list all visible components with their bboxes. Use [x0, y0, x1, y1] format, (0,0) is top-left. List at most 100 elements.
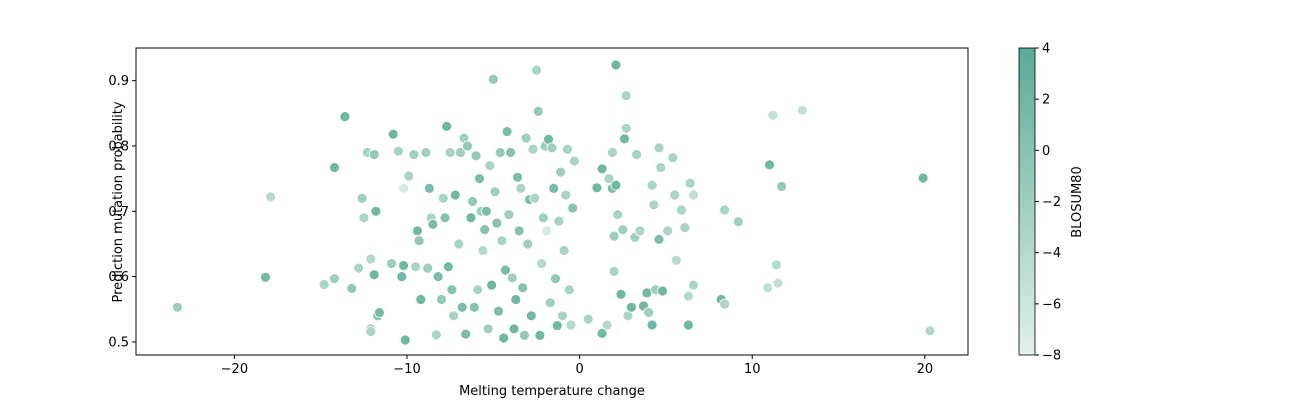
- data-point: [510, 294, 522, 305]
- data-point: [662, 225, 674, 237]
- data-point: [353, 262, 365, 274]
- data-point: [461, 140, 473, 152]
- data-point: [171, 301, 183, 313]
- data-point: [517, 282, 529, 294]
- data-point: [667, 152, 679, 164]
- data-point: [626, 301, 637, 313]
- data-point: [265, 191, 277, 203]
- data-point: [472, 284, 484, 296]
- colorbar-axis: −8 −6 −4 −2 0 2 4: [1035, 42, 1061, 364]
- data-point: [558, 245, 570, 256]
- y-tick-label: 0.8: [108, 139, 129, 154]
- data-point: [413, 235, 425, 247]
- data-point: [610, 179, 622, 191]
- data-point: [387, 128, 399, 140]
- colorbar-tick-label: −2: [1042, 195, 1061, 210]
- data-point: [617, 224, 629, 236]
- data-point: [555, 166, 566, 178]
- data-point: [436, 294, 447, 305]
- data-point: [460, 328, 472, 340]
- data-point: [486, 279, 498, 291]
- data-point: [608, 230, 620, 242]
- data-point: [525, 310, 537, 322]
- data-point: [643, 307, 655, 318]
- data-point: [679, 222, 691, 234]
- data-point: [398, 182, 410, 194]
- data-point: [607, 147, 618, 158]
- x-tick-label: −10: [393, 362, 420, 377]
- data-point: [536, 258, 547, 270]
- data-point: [615, 288, 627, 300]
- data-point: [329, 273, 340, 285]
- data-point: [719, 298, 730, 310]
- data-point: [439, 212, 451, 224]
- data-point: [653, 142, 665, 154]
- data-point: [562, 143, 573, 155]
- colorbar-tick-label: 4: [1042, 42, 1050, 57]
- data-point: [496, 235, 508, 247]
- data-point: [477, 245, 489, 256]
- data-point: [470, 150, 482, 162]
- data-point: [733, 216, 744, 228]
- data-point: [346, 282, 358, 294]
- x-tick-label: −20: [221, 362, 248, 377]
- data-point: [455, 147, 466, 158]
- data-point: [446, 284, 458, 296]
- colorbar: [1018, 47, 1036, 356]
- data-point: [396, 271, 408, 283]
- data-point: [448, 310, 460, 322]
- colorbar-tick-label: −4: [1042, 246, 1061, 261]
- data-point: [373, 307, 385, 318]
- data-point: [688, 189, 699, 201]
- x-axis-label: Melting temperature change: [459, 384, 645, 399]
- y-tick-label: 0.5: [108, 335, 129, 350]
- y-tick-label: 0.6: [108, 270, 129, 285]
- data-point: [541, 225, 553, 237]
- data-point: [484, 160, 496, 172]
- data-point: [408, 149, 420, 160]
- data-point: [529, 192, 541, 204]
- data-point: [415, 294, 427, 305]
- x-tick-label: 20: [917, 362, 934, 377]
- data-point: [551, 320, 563, 332]
- data-point: [508, 323, 520, 335]
- data-point: [655, 162, 667, 173]
- data-point: [646, 179, 658, 191]
- y-axis-label: Prediction mutation probability: [111, 101, 126, 302]
- data-point: [479, 224, 491, 236]
- data-point: [567, 202, 579, 214]
- y-tick-label: 0.9: [108, 74, 129, 89]
- data-point: [260, 271, 271, 283]
- data-point: [772, 277, 784, 289]
- colorbar-tick-label: 2: [1042, 93, 1050, 108]
- data-point: [796, 104, 808, 116]
- y-tick-label: 0.7: [108, 205, 129, 220]
- data-point: [924, 325, 936, 337]
- data-point: [453, 238, 465, 250]
- data-point: [519, 329, 530, 341]
- data-point: [612, 209, 623, 221]
- data-point: [563, 284, 575, 296]
- data-point: [764, 159, 775, 171]
- data-point: [569, 155, 580, 167]
- data-point: [657, 285, 668, 297]
- colorbar-tick-label: −6: [1042, 297, 1061, 312]
- data-point: [480, 205, 492, 217]
- data-point: [513, 225, 525, 237]
- points-layer: [171, 59, 936, 346]
- data-point: [771, 259, 782, 271]
- data-point: [505, 147, 517, 158]
- data-point: [506, 272, 518, 284]
- data-point: [596, 163, 608, 175]
- data-point: [515, 182, 527, 194]
- data-point: [512, 171, 523, 183]
- data-point: [631, 149, 642, 160]
- data-point: [582, 313, 594, 325]
- data-point: [474, 173, 485, 185]
- data-point: [442, 261, 454, 273]
- data-point: [410, 261, 422, 273]
- data-point: [653, 233, 665, 245]
- data-point: [670, 254, 682, 266]
- x-tick-label: 10: [744, 362, 761, 377]
- data-point: [565, 319, 577, 331]
